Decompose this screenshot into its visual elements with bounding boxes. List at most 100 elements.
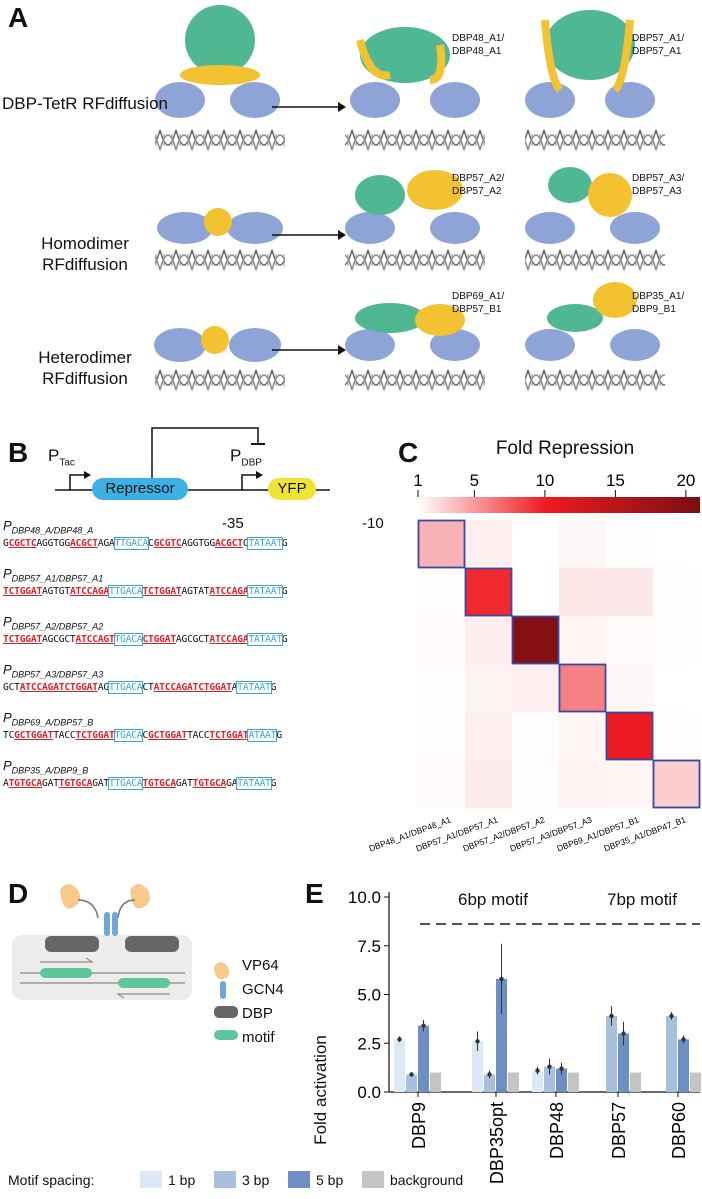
bar	[556, 1068, 567, 1092]
heatmap-title: Fold Repression	[495, 438, 635, 459]
heatmap-cell	[559, 520, 606, 568]
heatmap-cell	[606, 760, 653, 808]
design-label: DBP57_A1/ DBP57_A1	[632, 33, 685, 57]
data-point	[397, 1037, 402, 1042]
row1-design1	[345, 27, 485, 160]
row1-label: DBP-TetR RFdiffusion	[2, 94, 168, 113]
heatmap-cell	[512, 760, 559, 808]
heatmap-cell	[606, 568, 653, 616]
row3-input-structure	[154, 326, 285, 400]
design-label: DBP69_A1/ DBP57_B1	[452, 291, 505, 315]
bar	[678, 1039, 689, 1092]
panel-b-letter: B	[8, 437, 29, 468]
data-point	[547, 1064, 552, 1069]
bar	[630, 1072, 641, 1092]
bar-category-label: DBP35opt	[487, 1102, 507, 1184]
colorbar-tick-label: 1	[413, 471, 422, 490]
bar-category-label: DBP60	[669, 1102, 689, 1159]
heatmap-cell	[465, 712, 512, 760]
heatmap-cell	[418, 712, 465, 760]
promoter-name: PDBP57_A3/DBP57_A3	[3, 662, 104, 680]
heatmap-cell	[606, 616, 653, 664]
heatmap-cell	[512, 568, 559, 616]
heatmap-diagonal-outline	[558, 663, 607, 713]
bar	[508, 1072, 519, 1092]
heatmap-diagonal-outline	[464, 567, 513, 617]
dbp-icon	[214, 1006, 238, 1018]
bar	[418, 1025, 429, 1092]
panel-a-letter: A	[8, 2, 29, 33]
motif7-label: 7bp motif	[607, 890, 677, 909]
colorbar-tick-label: 15	[606, 471, 625, 490]
bar	[496, 978, 507, 1092]
data-point	[421, 1023, 426, 1028]
heatmap-cell	[653, 568, 700, 616]
colorbar	[418, 497, 700, 513]
motif6-label: 6bp motif	[458, 890, 528, 909]
bar-y-tick-label: 7.5	[357, 937, 381, 956]
heatmap-cell	[653, 712, 700, 760]
colorbar-tick-label: 20	[676, 471, 695, 490]
heatmap-cell	[559, 616, 606, 664]
promoter-name: PDBP69_A/DBP57_B	[3, 710, 94, 728]
heatmap-cell	[653, 616, 700, 664]
bar-y-tick-label: 10.0	[348, 888, 381, 907]
heatmap: 1 5 10 15 20 DBP48_A1/DBP48_A1DBP57_A1/DBP57…	[367, 471, 701, 853]
gcn4-icon	[220, 981, 226, 999]
heatmap-cell	[606, 520, 653, 568]
panel-d-legend-icons	[214, 962, 238, 1040]
bar-y-tick-label: 2.5	[357, 1034, 381, 1053]
data-point	[475, 1039, 480, 1044]
bar-category-label: DBP48	[547, 1102, 567, 1159]
row1-input-structure	[155, 5, 285, 160]
minus10-label: -10	[362, 515, 384, 532]
legend-vp64: VP64	[242, 957, 279, 974]
colorbar-tick-label: 10	[535, 471, 554, 490]
spacing-3bp: 3 bp	[242, 1172, 270, 1188]
design-label: DBP57_A3/ DBP57_A3	[632, 173, 685, 197]
row3-design1	[345, 303, 485, 400]
promoter-name: PDBP57_A1/DBP57_A1	[3, 566, 104, 584]
ptac-label: PTac	[48, 446, 75, 469]
row2-design1	[345, 170, 485, 280]
spacing-5bp: 5 bp	[316, 1172, 344, 1188]
bar	[606, 1015, 617, 1092]
spacing-label: Motif spacing:	[8, 1172, 95, 1188]
design-label: DBP35_A1/ DBP9_B1	[632, 291, 685, 315]
bar-y-tick-label: 5.0	[357, 986, 381, 1005]
heatmap-diagonal-outline	[511, 615, 560, 665]
data-point	[621, 1031, 626, 1036]
legend-dbp: DBP	[242, 1005, 273, 1022]
heatmap-diagonal-outline	[652, 759, 701, 809]
heatmap-cell	[512, 520, 559, 568]
panel-b-circuit	[55, 427, 330, 500]
promoter-sequence: TCTGGATAGTGTATCCAGATTGACATCTGGATAGTATATC…	[3, 585, 288, 598]
swatch-3bp	[214, 1171, 236, 1188]
pdbp-label: PDBP	[230, 446, 262, 469]
heatmap-cell	[465, 664, 512, 712]
bar	[532, 1070, 543, 1092]
row1-design2	[525, 10, 665, 160]
design-label: DBP48_A1/ DBP48_A1	[452, 33, 505, 57]
legend-gcn4: GCN4	[242, 981, 284, 998]
data-point	[499, 976, 504, 982]
heatmap-cell	[559, 568, 606, 616]
data-point	[609, 1013, 614, 1019]
heatmap-cell	[418, 568, 465, 616]
swatch-1bp	[140, 1171, 162, 1188]
panel-e-letter: E	[305, 878, 324, 909]
bar	[484, 1074, 495, 1092]
promoter-sequence: GCGCTCAGGTGGACGCTAGATTGACACGCGTCAGGTGGAC…	[3, 537, 288, 550]
data-point	[487, 1072, 492, 1077]
row3-design2	[525, 282, 665, 400]
heatmap-cell	[653, 520, 700, 568]
bar	[406, 1074, 417, 1092]
row3-label: Heterodimer RFdiffusion	[38, 348, 132, 388]
bar-y-tick-label: 0.0	[357, 1083, 381, 1102]
spacing-background: background	[390, 1172, 464, 1188]
heatmap-diagonal-outline	[417, 519, 466, 569]
heatmap-cell	[512, 664, 559, 712]
spacing-1bp: 1 bp	[168, 1172, 196, 1188]
bar	[430, 1072, 441, 1092]
